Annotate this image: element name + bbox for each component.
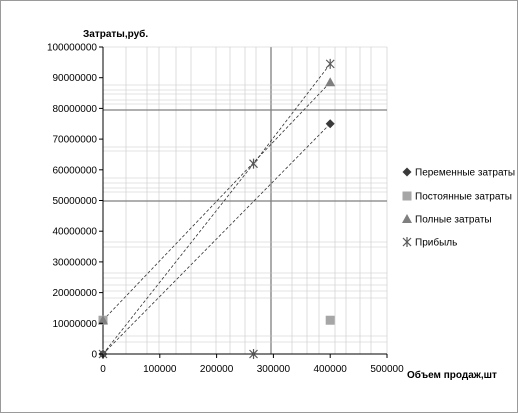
marker-diamond: [402, 167, 412, 177]
y-tick-label: 90000000: [53, 73, 98, 84]
legend-label: Полные затраты: [415, 215, 492, 226]
marker-square: [325, 315, 335, 325]
marker-star: [249, 349, 258, 359]
y-tick-label: 0: [91, 350, 97, 361]
y-axis-title: Затраты,руб.: [83, 28, 148, 40]
marker-diamond: [325, 119, 335, 129]
ticks-layer: 0100000002000000030000000400000005000000…: [47, 43, 404, 376]
x-tick-label: 100000: [143, 364, 177, 375]
marker-star: [325, 58, 335, 69]
marker-triangle: [325, 77, 336, 87]
trendline-layer: [102, 63, 331, 355]
y-tick-label: 30000000: [53, 257, 98, 268]
legend-item: Полные затраты: [402, 214, 492, 226]
marker-triangle: [402, 214, 412, 223]
y-tick-label: 80000000: [53, 104, 98, 115]
legend-item: Прибыль: [402, 237, 457, 249]
trendline: [102, 123, 331, 355]
x-tick-label: 500000: [370, 364, 404, 375]
y-tick-label: 10000000: [53, 319, 98, 330]
legend-label: Постоянные затраты: [415, 192, 512, 203]
x-tick-label: 400000: [314, 364, 348, 375]
legend-label: Прибыль: [415, 237, 457, 249]
grid-layer: [103, 46, 388, 354]
x-tick-label: 0: [100, 364, 106, 375]
marker-triangle: [98, 315, 108, 325]
marker-star: [249, 158, 258, 169]
y-tick-label: 40000000: [53, 227, 98, 238]
legend-item: Постоянные затраты: [402, 191, 512, 203]
x-axis-title: Объем продаж,шт: [407, 369, 497, 381]
legend-label: Переменные затраты: [415, 168, 515, 179]
y-tick-label: 60000000: [53, 165, 98, 176]
y-tick-label: 50000000: [53, 196, 98, 207]
legend: Переменные затраты Постоянные затраты Полн…: [402, 167, 515, 249]
trendline: [102, 63, 331, 355]
x-tick-label: 200000: [200, 364, 234, 375]
y-tick-label: 100000000: [47, 43, 97, 54]
legend-item: Переменные затраты: [402, 167, 515, 179]
marker-square: [402, 191, 412, 201]
marker-star: [402, 237, 412, 247]
y-tick-label: 20000000: [53, 288, 98, 299]
y-tick-label: 70000000: [53, 135, 98, 146]
x-tick-label: 300000: [257, 364, 291, 375]
